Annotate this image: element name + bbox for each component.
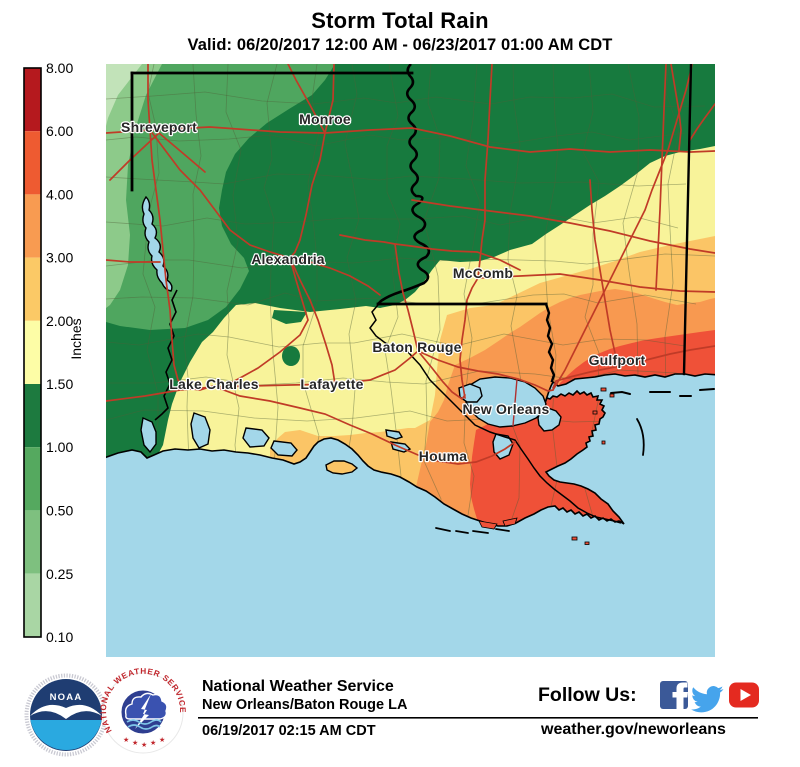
svg-text:Alexandria: Alexandria: [251, 251, 325, 267]
svg-text:★: ★: [150, 739, 156, 747]
svg-text:6.00: 6.00: [46, 123, 73, 139]
svg-text:0.50: 0.50: [46, 503, 73, 519]
svg-text:2.00: 2.00: [46, 313, 73, 329]
svg-text:Lake Charles: Lake Charles: [169, 376, 259, 392]
svg-text:★: ★: [132, 739, 138, 747]
svg-text:0.25: 0.25: [46, 566, 73, 582]
svg-text:★: ★: [123, 736, 129, 744]
svg-text:8.00: 8.00: [46, 60, 73, 76]
svg-text:Gulfport: Gulfport: [589, 352, 646, 368]
svg-text:4.00: 4.00: [46, 187, 73, 203]
svg-text:3.00: 3.00: [46, 250, 73, 266]
svg-text:Houma: Houma: [419, 448, 467, 464]
svg-text:New Orleans: New Orleans: [462, 401, 549, 417]
svg-text:★: ★: [159, 736, 165, 744]
svg-text:1.50: 1.50: [46, 376, 73, 392]
svg-text:NOAA: NOAA: [50, 692, 83, 703]
svg-text:Baton Rouge: Baton Rouge: [372, 339, 461, 355]
svg-text:★: ★: [141, 741, 147, 749]
svg-text:McComb: McComb: [453, 265, 513, 281]
svg-text:Shreveport: Shreveport: [121, 119, 197, 135]
svg-text:Monroe: Monroe: [299, 111, 351, 127]
svg-text:Lafayette: Lafayette: [300, 376, 363, 392]
svg-text:Inches: Inches: [68, 318, 84, 359]
svg-text:0.10: 0.10: [46, 629, 73, 645]
svg-text:1.00: 1.00: [46, 439, 73, 455]
